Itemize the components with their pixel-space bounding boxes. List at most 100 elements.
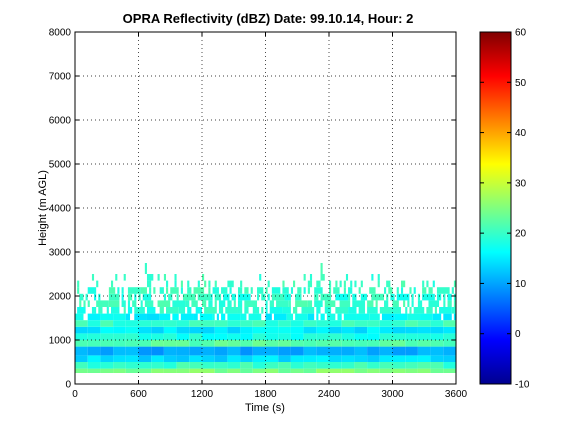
heatmap-cell: [339, 300, 351, 307]
heatmap-cell: [267, 280, 270, 288]
heatmap-cell: [178, 307, 186, 314]
heatmap-cell: [96, 300, 109, 307]
heatmap-cell: [396, 293, 410, 301]
heatmap-cell: [257, 287, 264, 294]
heatmap-cell: [100, 340, 114, 347]
heatmap-cell: [430, 340, 444, 347]
heatmap-cell: [273, 313, 287, 321]
heatmap-cell: [417, 368, 431, 373]
heatmap-cell: [297, 287, 302, 294]
heatmap-cell: [227, 362, 241, 369]
x-tick-label: 3600: [445, 389, 468, 400]
heatmap-cell: [176, 368, 190, 373]
heatmap-cell: [163, 362, 177, 369]
heatmap-cell: [301, 307, 315, 314]
heatmap-cell: [151, 355, 164, 362]
grid-lines: [75, 32, 456, 384]
colorbar-tick-label: 60: [515, 28, 527, 39]
heatmap-cell: [451, 287, 454, 294]
heatmap-cell: [244, 300, 258, 307]
heatmap-cell: [94, 293, 97, 301]
y-tick-label: 2000: [49, 292, 72, 303]
heatmap-cell: [360, 293, 368, 301]
heatmap-cell: [113, 355, 126, 362]
colorbar-tick-label: 30: [515, 178, 527, 189]
heatmap-cell: [75, 355, 88, 362]
heatmap-cell: [320, 293, 332, 301]
heatmap-cell: [388, 287, 393, 294]
heatmap-cell: [100, 320, 114, 327]
x-axis-label: Time (s): [245, 402, 285, 414]
heatmap-cell: [329, 280, 332, 288]
heatmap-cell: [87, 320, 101, 327]
heatmap-cell: [75, 320, 88, 327]
heatmap-cell: [430, 362, 444, 369]
heatmap-cell: [405, 362, 418, 369]
heatmap-cell: [453, 280, 456, 288]
heatmap-cell: [278, 333, 291, 340]
heatmap-cell: [354, 320, 368, 327]
heatmap-cell: [142, 293, 152, 301]
heatmap-cell: [240, 313, 247, 321]
heatmap-cell: [138, 368, 152, 373]
heatmap-cell: [392, 340, 406, 347]
heatmap-cell: [125, 340, 139, 347]
heatmap-cell: [146, 313, 160, 321]
x-tick-label: 2400: [318, 389, 341, 400]
heatmap-cell: [132, 300, 137, 307]
heatmap-cell: [221, 313, 226, 321]
heatmap-cell: [443, 300, 446, 307]
heatmap-cell: [123, 274, 126, 281]
heatmap-cell: [265, 333, 279, 340]
heatmap-cell: [329, 362, 342, 369]
heatmap-cell: [392, 355, 406, 362]
heatmap-cell: [278, 368, 291, 373]
heatmap-cell: [443, 320, 456, 327]
heatmap-cell: [407, 300, 410, 307]
heatmap-cell: [265, 340, 279, 347]
heatmap-cell: [240, 280, 243, 288]
heatmap-cell: [83, 300, 86, 307]
heatmap-cell: [221, 287, 228, 294]
heatmap-cell: [324, 307, 332, 314]
heatmap-cell: [202, 320, 215, 327]
heatmap-cell: [121, 293, 124, 301]
heatmap-cell: [422, 280, 425, 288]
heatmap-cells: [75, 263, 456, 373]
plot-area: 0 600 1200 1800 2400 3000 3600 0 1000 2000 3000 40…: [49, 28, 468, 401]
heatmap-cell: [316, 368, 329, 373]
heatmap-cell: [392, 368, 406, 373]
heatmap-cell: [411, 293, 414, 301]
x-tick-label: 600: [130, 389, 147, 400]
heatmap-cell: [443, 368, 456, 373]
heatmap-cell: [392, 326, 406, 334]
x-tick-label: 3000: [381, 389, 404, 400]
heatmap-cell: [125, 355, 139, 362]
heatmap-cell: [202, 333, 215, 340]
heatmap-cell: [75, 333, 88, 340]
heatmap-cell: [269, 307, 283, 314]
heatmap-cell: [252, 355, 266, 362]
heatmap-cell: [329, 340, 342, 347]
heatmap-cell: [329, 287, 332, 294]
heatmap-cell: [443, 355, 456, 362]
heatmap-cell: [227, 280, 234, 288]
heatmap-cell: [303, 326, 317, 334]
heatmap-cell: [100, 346, 114, 356]
heatmap-cell: [278, 320, 291, 327]
heatmap-cell: [214, 346, 228, 356]
heatmap-cell: [151, 368, 164, 373]
heatmap-cell: [176, 326, 190, 334]
heatmap-cell: [199, 313, 213, 321]
heatmap-cell: [384, 300, 389, 307]
heatmap-cell: [87, 368, 101, 373]
heatmap-cell: [185, 300, 190, 307]
heatmap-cell: [166, 307, 179, 314]
heatmap-cell: [202, 362, 215, 369]
heatmap-cell: [290, 333, 304, 340]
heatmap-cell: [339, 280, 342, 288]
heatmap-cell: [443, 293, 446, 301]
heatmap-cell: [113, 320, 126, 327]
heatmap-cell: [176, 320, 190, 327]
heatmap-cell: [358, 307, 365, 314]
